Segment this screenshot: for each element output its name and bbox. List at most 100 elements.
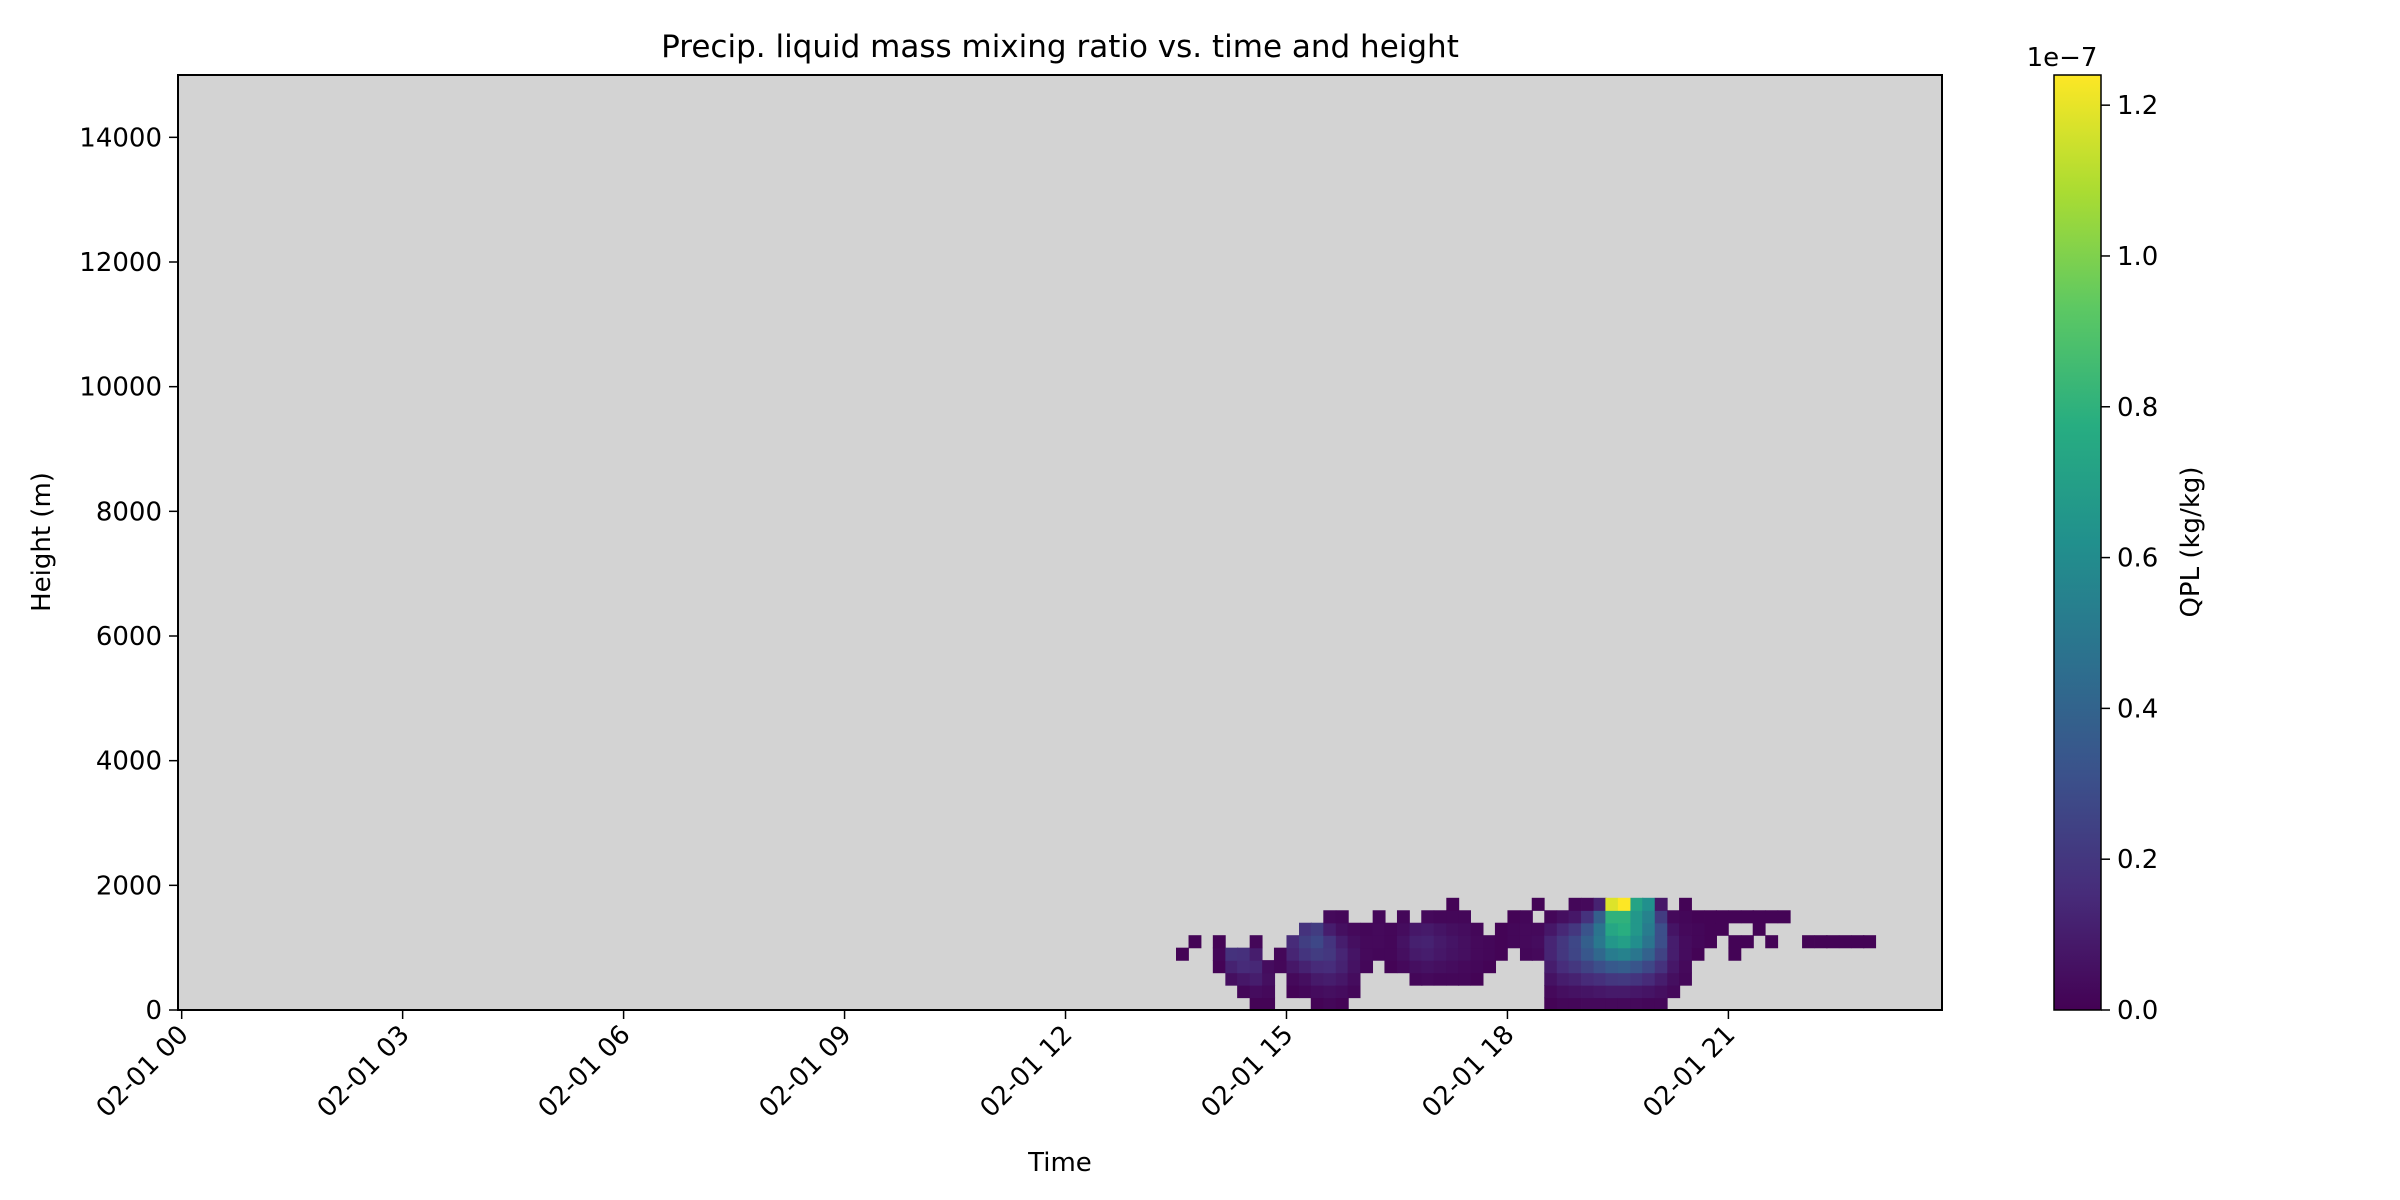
heatmap-cell xyxy=(1494,935,1508,949)
heatmap-cell xyxy=(1310,985,1324,999)
heatmap-cell xyxy=(1630,897,1644,911)
heatmap-cell xyxy=(1421,910,1435,924)
heatmap-cell xyxy=(1715,922,1729,936)
heatmap-cell xyxy=(1568,997,1582,1011)
heatmap-cell xyxy=(1335,997,1349,1011)
heatmap-cell xyxy=(1556,947,1570,961)
heatmap-cell xyxy=(1347,935,1361,949)
heatmap-cell xyxy=(1531,935,1545,949)
colorbar-tick-label: 0.4 xyxy=(2117,694,2158,724)
heatmap-cell xyxy=(1433,972,1447,986)
heatmap-cell xyxy=(1470,935,1484,949)
heatmap-cell xyxy=(1654,960,1668,974)
heatmap-cell xyxy=(1863,935,1877,949)
heatmap-cell xyxy=(1728,910,1742,924)
heatmap-cell xyxy=(1310,947,1324,961)
heatmap-cell xyxy=(1396,947,1410,961)
heatmap-cell xyxy=(1286,985,1300,999)
x-tick-label: 02-01 15 xyxy=(1196,1020,1300,1124)
heatmap-cell xyxy=(1212,935,1226,949)
heatmap-cell xyxy=(1691,935,1705,949)
heatmap-cell xyxy=(1630,972,1644,986)
x-axis-ticks: 02-01 00 02-01 03 02-01 06 02-01 09 02-01 12… xyxy=(91,1010,1741,1124)
heatmap-cell xyxy=(1715,910,1729,924)
heatmap-cell xyxy=(1568,960,1582,974)
heatmap-cell xyxy=(1568,910,1582,924)
heatmap-cell xyxy=(1752,922,1766,936)
colorbar-label: QPL (kg/kg) xyxy=(2176,466,2206,617)
heatmap-cell xyxy=(1654,897,1668,911)
heatmap-cell xyxy=(1494,947,1508,961)
heatmap-cell xyxy=(1544,997,1558,1011)
heatmap-cell xyxy=(1679,972,1692,986)
heatmap-cell xyxy=(1409,972,1423,986)
heatmap-cell xyxy=(1667,985,1681,999)
heatmap-cell xyxy=(1299,935,1312,949)
heatmap-cell xyxy=(1409,947,1423,961)
heatmap-cell xyxy=(1556,935,1570,949)
heatmap-cell xyxy=(1704,922,1717,936)
heatmap-cell xyxy=(1299,972,1312,986)
heatmap-cell xyxy=(1262,997,1276,1011)
heatmap-cell xyxy=(1458,922,1471,936)
heatmap-cell xyxy=(1372,947,1386,961)
heatmap-cell xyxy=(1494,922,1508,936)
heatmap-cell xyxy=(1654,985,1668,999)
heatmap-cell xyxy=(1286,960,1300,974)
heatmap-cell xyxy=(1212,947,1226,961)
heatmap-cell xyxy=(1630,935,1644,949)
heatmap-cell xyxy=(1593,897,1607,911)
heatmap-cell xyxy=(1593,947,1607,961)
heatmap-cell xyxy=(1335,985,1349,999)
heatmap-cell xyxy=(1384,960,1398,974)
heatmap-cell xyxy=(1531,947,1545,961)
heatmap-cell xyxy=(1323,997,1337,1011)
heatmap-cell xyxy=(1531,922,1545,936)
x-tick-label: 02-01 06 xyxy=(533,1020,637,1124)
heatmap-cell xyxy=(1347,972,1361,986)
heatmap-cell xyxy=(1581,997,1594,1011)
heatmap-cell xyxy=(1826,935,1840,949)
heatmap-cell xyxy=(1237,947,1251,961)
heatmap-cell xyxy=(1667,947,1681,961)
heatmap-cell xyxy=(1630,910,1644,924)
heatmap-cell xyxy=(1360,935,1374,949)
x-tick-label: 02-01 09 xyxy=(754,1020,858,1124)
heatmap-cell xyxy=(1458,972,1471,986)
heatmap-cell xyxy=(1433,922,1447,936)
heatmap-cell xyxy=(1446,897,1460,911)
heatmap-cell xyxy=(1728,935,1742,949)
heatmap-cell xyxy=(1617,910,1631,924)
heatmap-cell xyxy=(1593,960,1607,974)
heatmap-cell xyxy=(1556,985,1570,999)
heatmap-cell xyxy=(1630,947,1644,961)
heatmap-cell xyxy=(1654,997,1668,1011)
y-tick-label: 14000 xyxy=(79,123,162,153)
heatmap-cell xyxy=(1421,972,1435,986)
heatmap-cell xyxy=(1360,960,1374,974)
y-axis-label: Height (m) xyxy=(27,472,57,612)
heatmap-cell xyxy=(1765,935,1779,949)
heatmap-cell xyxy=(1323,985,1337,999)
heatmap-cell xyxy=(1286,972,1300,986)
heatmap-cell xyxy=(1642,910,1656,924)
heatmap-cell xyxy=(1335,947,1349,961)
colorbar-tick-label: 0.2 xyxy=(2117,845,2158,875)
heatmap-cell xyxy=(1593,985,1607,999)
heatmap-cell xyxy=(1568,947,1582,961)
heatmap-cell xyxy=(1421,960,1435,974)
colorbar-frame xyxy=(2053,74,2102,1011)
heatmap-cell xyxy=(1544,922,1558,936)
heatmap-cell xyxy=(1605,997,1619,1011)
colorbar-tick-label: 1.0 xyxy=(2117,242,2158,272)
heatmap-cell xyxy=(1347,922,1361,936)
heatmap-cell xyxy=(1704,935,1717,949)
heatmap-cell xyxy=(1642,947,1656,961)
heatmap-cell xyxy=(1519,910,1533,924)
heatmap-cell xyxy=(1519,947,1533,961)
heatmap-cell xyxy=(1654,972,1668,986)
heatmap-cell xyxy=(1384,947,1398,961)
heatmap-cell xyxy=(1605,922,1619,936)
colorbar-tick-label: 0.0 xyxy=(2117,996,2158,1026)
heatmap-cell xyxy=(1249,997,1263,1011)
